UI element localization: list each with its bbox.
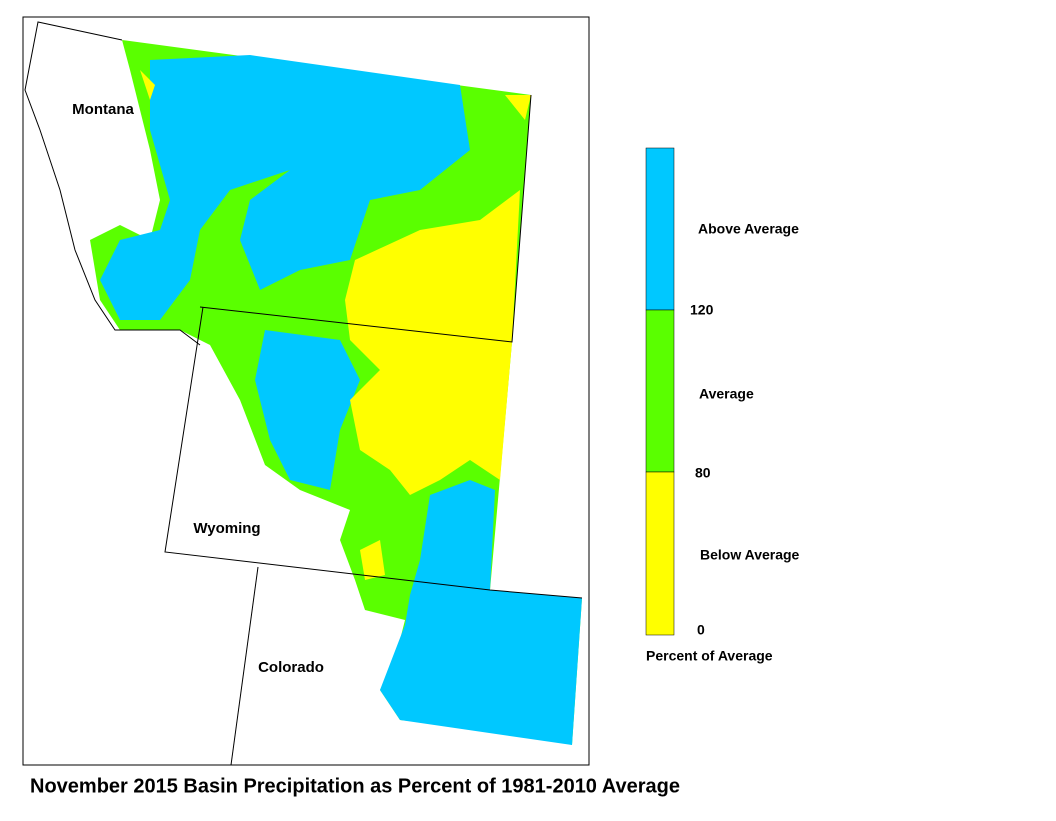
legend-tick: 80 [695, 465, 711, 481]
legend-tick: 0 [697, 622, 705, 638]
legend-label: Above Average [698, 221, 799, 237]
legend-tick: 120 [690, 302, 714, 318]
region-above [100, 55, 470, 320]
legend-label: Average [699, 386, 754, 402]
region-below [345, 190, 520, 495]
state-label: Colorado [258, 659, 324, 676]
legend-label: Below Average [700, 547, 800, 563]
legend-swatch [645, 471, 675, 636]
wyoming-border [164, 306, 583, 599]
map: Montana Wyoming Colorado [22, 16, 590, 766]
region-below [360, 540, 385, 580]
montana-wyoming-border [199, 94, 532, 343]
region-below [505, 95, 531, 120]
legend-swatch [645, 309, 675, 473]
region-below [140, 70, 155, 100]
legend-caption: Percent of Average [646, 648, 773, 664]
state-label: Montana [72, 101, 134, 118]
title: November 2015 Basin Precipitation as Per… [30, 775, 680, 797]
region-above [380, 480, 582, 745]
montana-border [24, 21, 201, 346]
state-label: Wyoming [193, 520, 260, 537]
legend-swatch [645, 147, 675, 311]
colorado-border [230, 566, 259, 766]
legend: Above Average Average Below Average 120 … [645, 147, 800, 664]
region-above [255, 330, 360, 490]
